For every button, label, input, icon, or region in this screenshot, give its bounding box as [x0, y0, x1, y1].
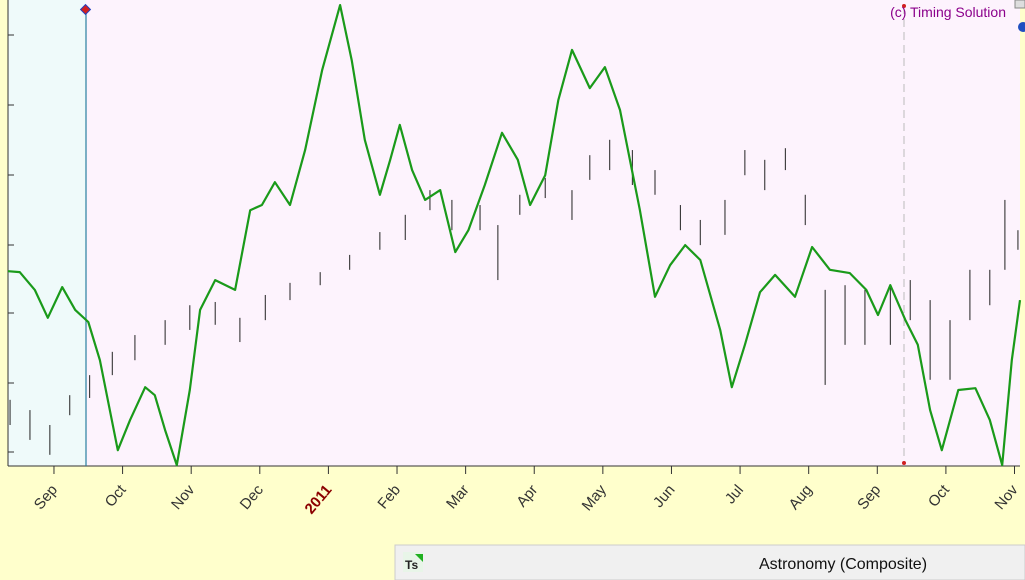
projection-line	[7, 3, 1022, 467]
icon-text: Ts	[405, 558, 418, 572]
status-bar	[394, 544, 1025, 580]
marks	[7, 3, 1022, 467]
panel-title: Astronomy (Composite)	[759, 556, 927, 573]
plot-area	[8, 0, 1020, 466]
globe-icon[interactable]	[1018, 22, 1025, 32]
date-marker[interactable]	[79, 3, 92, 16]
marker-dot	[902, 4, 906, 8]
y-ticks	[8, 34, 14, 453]
scroll-button[interactable]	[1014, 0, 1025, 9]
credit: (c) Timing Solution	[890, 4, 1006, 20]
history-area	[8, 0, 86, 466]
icon-arrow	[415, 554, 423, 562]
marker-dot	[902, 461, 906, 465]
